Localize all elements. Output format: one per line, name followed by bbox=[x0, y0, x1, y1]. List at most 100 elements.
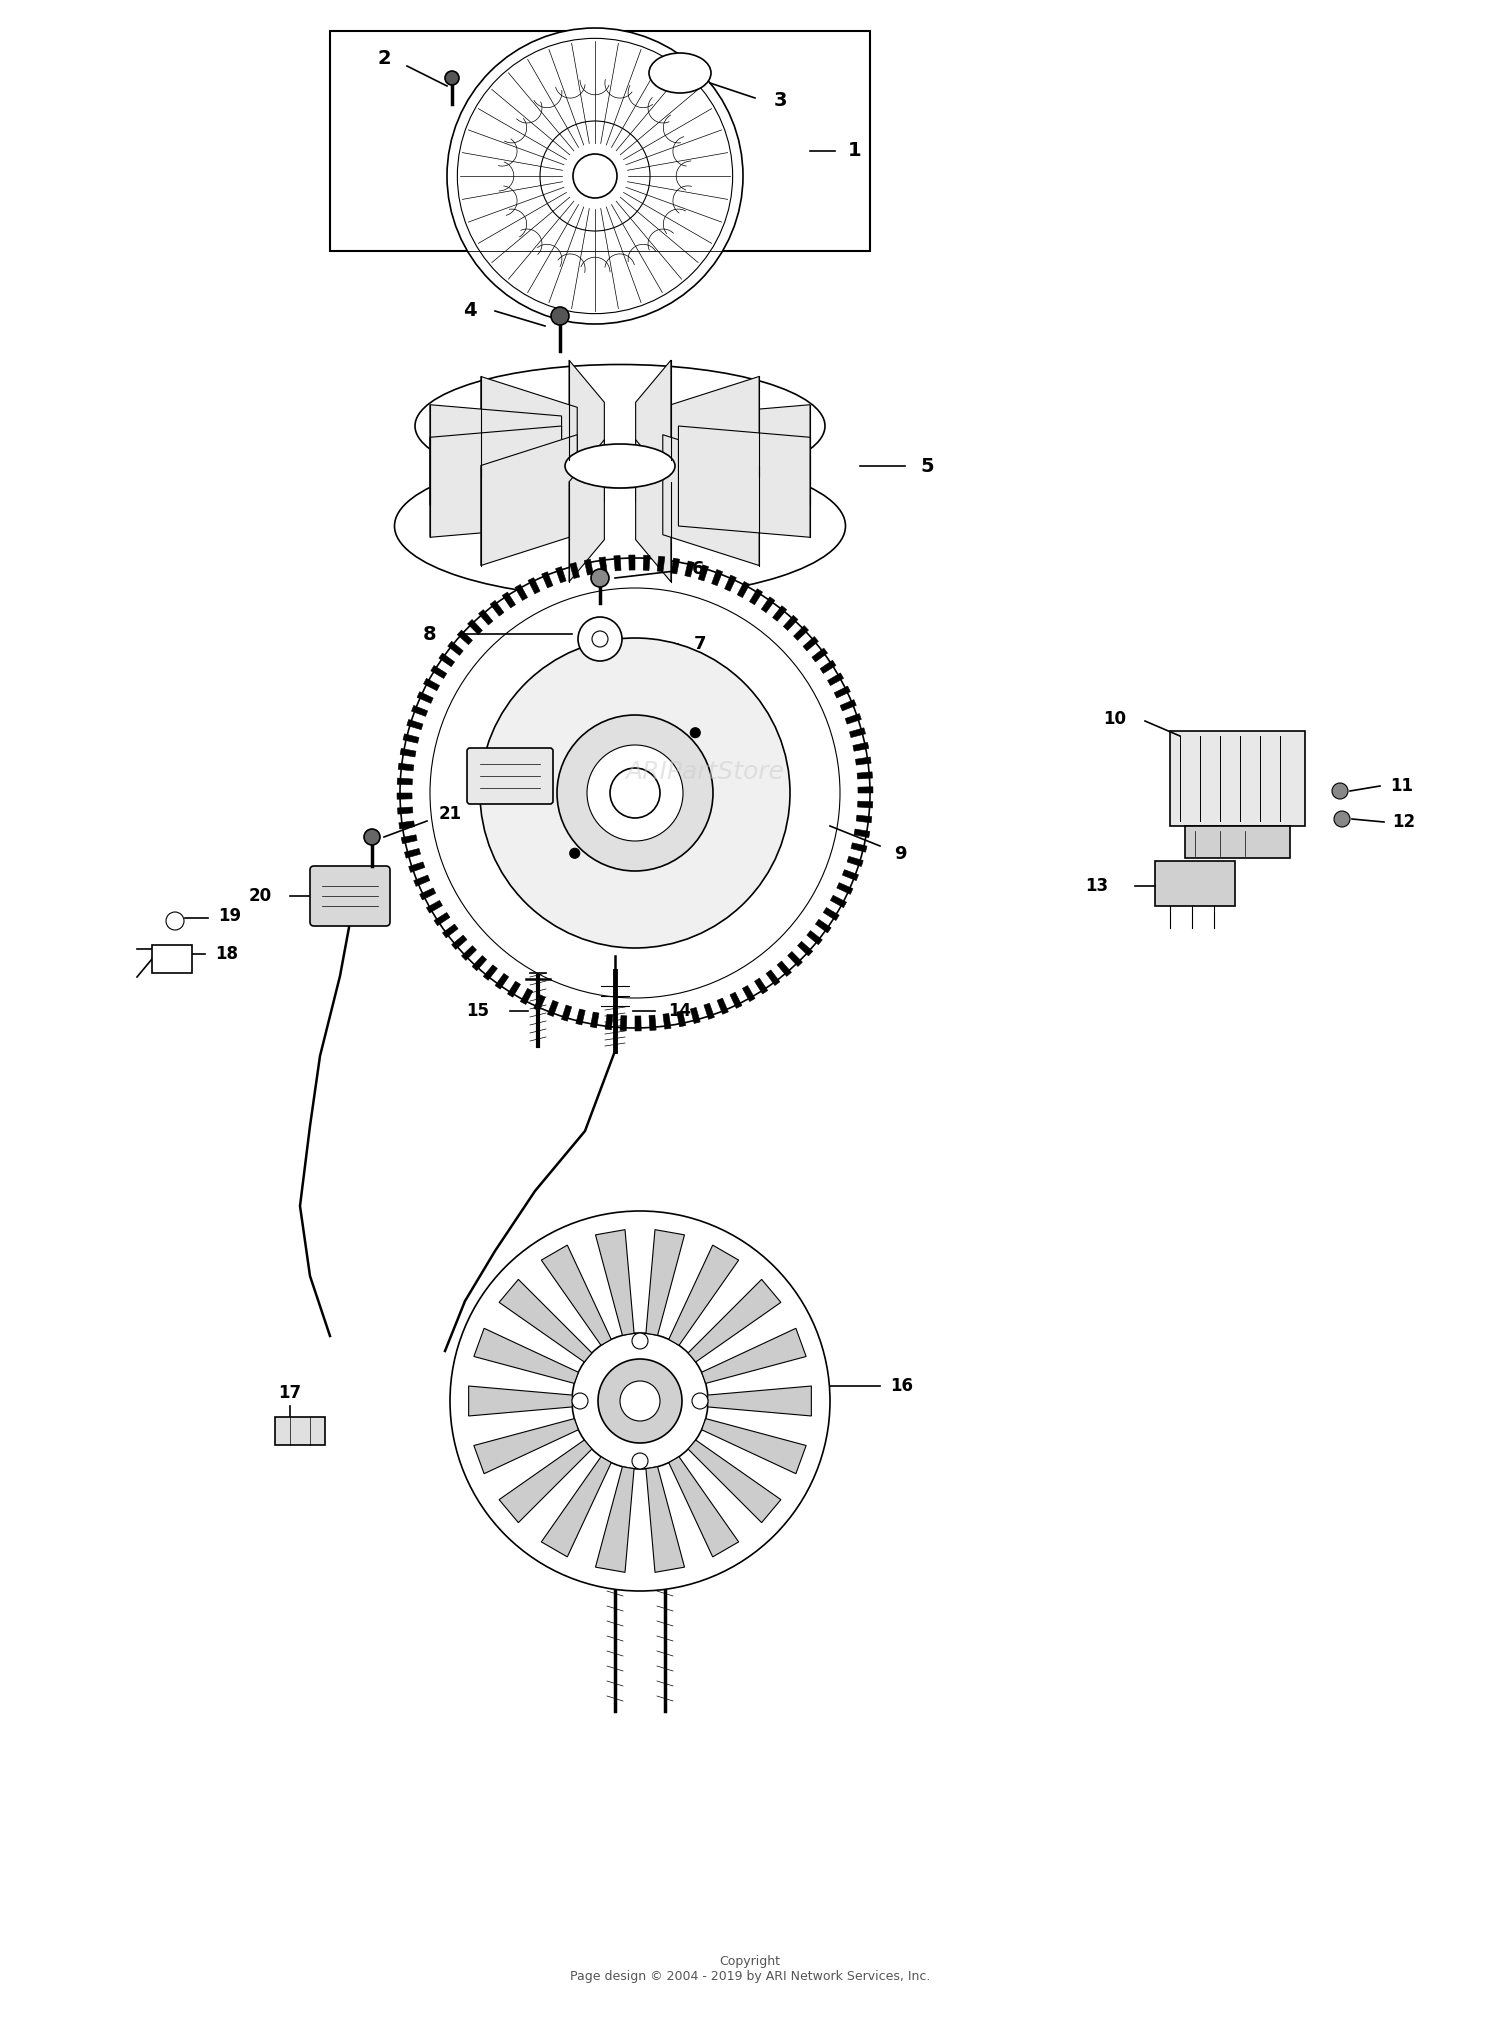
Polygon shape bbox=[399, 821, 414, 829]
FancyBboxPatch shape bbox=[310, 867, 390, 926]
Circle shape bbox=[1332, 782, 1348, 798]
Polygon shape bbox=[688, 1441, 782, 1522]
Polygon shape bbox=[858, 786, 873, 792]
Polygon shape bbox=[702, 1419, 806, 1473]
Text: 14: 14 bbox=[669, 1002, 692, 1021]
Polygon shape bbox=[628, 556, 634, 570]
Bar bbox=[274, 1417, 326, 1445]
Polygon shape bbox=[636, 360, 670, 503]
Polygon shape bbox=[772, 606, 786, 620]
Circle shape bbox=[572, 1392, 588, 1409]
Polygon shape bbox=[458, 631, 472, 645]
Text: 15: 15 bbox=[466, 1002, 489, 1021]
Polygon shape bbox=[440, 653, 454, 667]
Polygon shape bbox=[474, 1328, 579, 1384]
Circle shape bbox=[692, 1392, 708, 1409]
Polygon shape bbox=[430, 426, 561, 538]
Polygon shape bbox=[483, 964, 498, 980]
Polygon shape bbox=[442, 924, 458, 938]
Polygon shape bbox=[840, 699, 856, 711]
Polygon shape bbox=[646, 1467, 684, 1572]
Polygon shape bbox=[678, 426, 810, 538]
Polygon shape bbox=[831, 895, 846, 907]
Polygon shape bbox=[711, 570, 723, 586]
Circle shape bbox=[690, 728, 700, 738]
Polygon shape bbox=[620, 1017, 627, 1031]
Polygon shape bbox=[398, 764, 414, 770]
Polygon shape bbox=[807, 930, 822, 944]
Polygon shape bbox=[783, 614, 798, 631]
Circle shape bbox=[598, 1358, 682, 1443]
Polygon shape bbox=[507, 982, 520, 996]
Polygon shape bbox=[847, 857, 862, 867]
Text: 12: 12 bbox=[1392, 812, 1416, 831]
Polygon shape bbox=[614, 556, 621, 570]
Polygon shape bbox=[500, 1279, 592, 1362]
Circle shape bbox=[632, 1453, 648, 1469]
Polygon shape bbox=[447, 641, 464, 655]
Polygon shape bbox=[598, 558, 608, 572]
Polygon shape bbox=[520, 988, 532, 1004]
Polygon shape bbox=[828, 673, 843, 685]
Polygon shape bbox=[411, 705, 428, 715]
Polygon shape bbox=[500, 1441, 592, 1522]
Polygon shape bbox=[669, 1457, 738, 1556]
Polygon shape bbox=[802, 637, 819, 651]
Polygon shape bbox=[576, 1008, 585, 1025]
Circle shape bbox=[578, 616, 622, 661]
Polygon shape bbox=[699, 564, 708, 580]
Polygon shape bbox=[738, 582, 750, 598]
Ellipse shape bbox=[394, 455, 846, 598]
Polygon shape bbox=[404, 734, 418, 744]
Text: 8: 8 bbox=[423, 624, 436, 643]
FancyBboxPatch shape bbox=[466, 748, 554, 804]
Polygon shape bbox=[853, 829, 870, 837]
Polygon shape bbox=[604, 1015, 613, 1031]
Bar bbox=[1170, 732, 1305, 827]
Polygon shape bbox=[794, 627, 808, 641]
Polygon shape bbox=[417, 691, 434, 703]
Polygon shape bbox=[482, 376, 578, 507]
Polygon shape bbox=[644, 556, 650, 570]
Polygon shape bbox=[542, 1457, 612, 1556]
Polygon shape bbox=[542, 572, 554, 588]
Polygon shape bbox=[686, 562, 694, 578]
Polygon shape bbox=[669, 1245, 738, 1346]
Polygon shape bbox=[570, 562, 579, 578]
Polygon shape bbox=[750, 588, 762, 604]
Polygon shape bbox=[482, 435, 578, 566]
Polygon shape bbox=[585, 560, 592, 576]
Circle shape bbox=[480, 639, 790, 948]
Bar bbox=[1185, 827, 1290, 859]
Bar bbox=[152, 946, 192, 972]
Polygon shape bbox=[688, 1279, 782, 1362]
Polygon shape bbox=[844, 713, 861, 724]
Circle shape bbox=[573, 154, 616, 198]
Polygon shape bbox=[742, 986, 754, 1002]
Polygon shape bbox=[855, 758, 871, 766]
Text: 18: 18 bbox=[216, 946, 238, 962]
Circle shape bbox=[572, 1334, 708, 1469]
Circle shape bbox=[446, 71, 459, 85]
Polygon shape bbox=[503, 592, 516, 608]
Text: 13: 13 bbox=[1086, 877, 1108, 895]
Polygon shape bbox=[730, 992, 742, 1008]
Polygon shape bbox=[762, 596, 776, 612]
Text: 7: 7 bbox=[693, 635, 706, 653]
Bar bbox=[1155, 861, 1234, 905]
Polygon shape bbox=[568, 360, 604, 503]
Polygon shape bbox=[568, 441, 604, 582]
Polygon shape bbox=[430, 404, 561, 515]
Polygon shape bbox=[398, 806, 412, 814]
Text: 10: 10 bbox=[1104, 709, 1126, 728]
Polygon shape bbox=[468, 1386, 573, 1417]
Polygon shape bbox=[596, 1229, 634, 1336]
Text: 6: 6 bbox=[692, 560, 705, 578]
Polygon shape bbox=[812, 649, 828, 663]
Text: 2: 2 bbox=[376, 49, 392, 67]
Bar bbox=[330, 30, 870, 251]
Text: 11: 11 bbox=[1390, 776, 1413, 794]
Polygon shape bbox=[853, 742, 868, 752]
Circle shape bbox=[592, 631, 608, 647]
Circle shape bbox=[556, 715, 712, 871]
